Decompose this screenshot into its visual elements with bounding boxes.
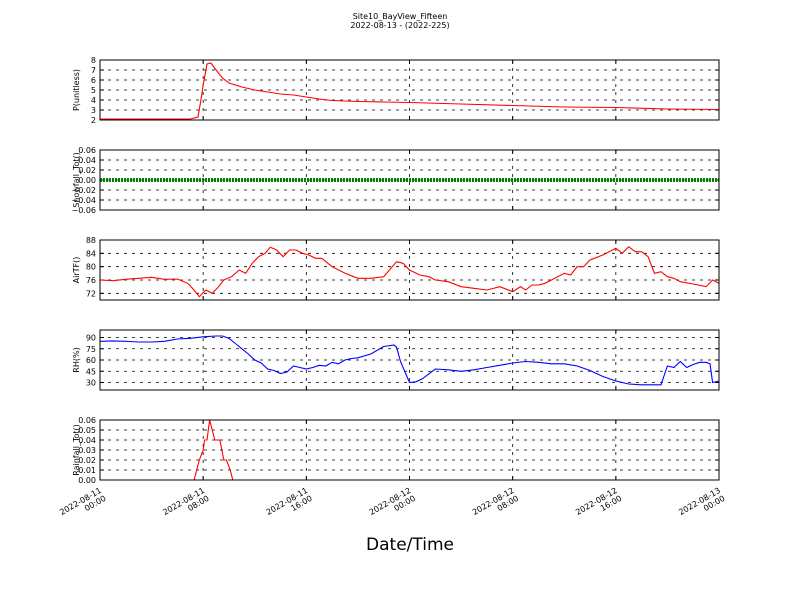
y-tick-label: 0.02: [78, 456, 96, 465]
subplot-panels: 2345678P(unitless)−0.06−0.04−0.020.000.0…: [71, 56, 720, 485]
y-tick-label: 0.01: [78, 466, 96, 475]
chart-title-line-1: Site10_BayView_Fifteen: [353, 12, 448, 21]
y-axis-label: AirTF(): [72, 257, 81, 284]
subplot-frame: [99, 329, 720, 391]
y-tick-label: 80: [86, 263, 96, 272]
y-axis-label: Rainfall_Tot(): [72, 424, 81, 476]
subplot-frame: [99, 239, 720, 301]
y-tick-label: 0.03: [78, 446, 96, 455]
x-tick-label: 2022-08-1216:00: [574, 486, 623, 525]
x-tick-label: 2022-08-1100:00: [58, 486, 107, 525]
y-tick-label: 4: [91, 96, 96, 105]
y-tick-label: 45: [86, 367, 96, 376]
rainfall-series-line: [100, 420, 719, 480]
y-axis-label: RH(%): [72, 347, 81, 372]
subplot-frame: [99, 419, 720, 481]
y-tick-label: 88: [86, 236, 96, 245]
airtf-series-line: [100, 245, 719, 298]
y-tick-label: 0.04: [78, 156, 96, 165]
y-axis-label: P(unitless): [72, 69, 81, 111]
subplot-snowfall: −0.06−0.04−0.020.000.020.040.06Snowfall_…: [71, 146, 720, 215]
y-tick-label: 0.00: [78, 176, 96, 185]
chart-title-line-2: 2022-08-13 - (2022-225): [350, 21, 449, 30]
y-tick-label: 0.04: [78, 436, 96, 445]
y-tick-label: 0.06: [78, 416, 96, 425]
y-tick-label: 84: [86, 249, 96, 258]
y-tick-label: 76: [86, 276, 96, 285]
y-tick-label: −0.04: [71, 196, 96, 205]
y-tick-label: 0.05: [78, 426, 96, 435]
subplot-rh: 30 45 60 75 90 RH(%): [72, 329, 720, 391]
y-axis-label: Snowfall_Tot(): [72, 152, 81, 208]
x-axis-label: Date/Time: [366, 535, 454, 555]
y-tick-label: 3: [91, 106, 96, 115]
subplot-frame: [99, 59, 720, 121]
y-tick-label: 30: [86, 379, 96, 388]
x-tick-label: 2022-08-1108:00: [161, 486, 210, 525]
y-tick-label: 5: [91, 86, 96, 95]
x-tick-label: 2022-08-1116:00: [265, 486, 314, 525]
y-tick-label: 0.06: [78, 146, 96, 155]
y-tick-label: 7: [91, 66, 96, 75]
x-tick-label: 2022-08-1300:00: [677, 486, 726, 525]
y-tick-label: 8: [91, 56, 96, 65]
subplot-airtf: 72 76 80 84 88 AirTF(): [72, 236, 720, 301]
y-tick-label: −0.06: [71, 206, 96, 215]
y-tick-label: −0.02: [71, 186, 96, 195]
y-tick-label: 90: [86, 334, 96, 343]
x-tick-label: 2022-08-1200:00: [368, 486, 417, 525]
y-tick-label: 0.00: [78, 476, 96, 485]
p-series-line: [100, 62, 719, 120]
subplot-rainfall: 0.000.010.020.030.040.050.06Rainfall_Tot…: [72, 416, 720, 485]
y-tick-label: 0.02: [78, 166, 96, 175]
x-tick-label: 2022-08-1208:00: [471, 486, 520, 525]
y-tick-label: 72: [86, 289, 96, 298]
y-tick-label: 75: [86, 345, 96, 354]
y-tick-label: 60: [86, 356, 96, 365]
y-tick-label: 6: [91, 76, 96, 85]
rh-series-line: [100, 335, 719, 386]
subplot-frame: [99, 149, 720, 211]
y-tick-label: 2: [91, 116, 96, 125]
x-axis-tick-labels: 2022-08-1100:00 2022-08-1108:00 2022-08-11…: [58, 486, 726, 525]
